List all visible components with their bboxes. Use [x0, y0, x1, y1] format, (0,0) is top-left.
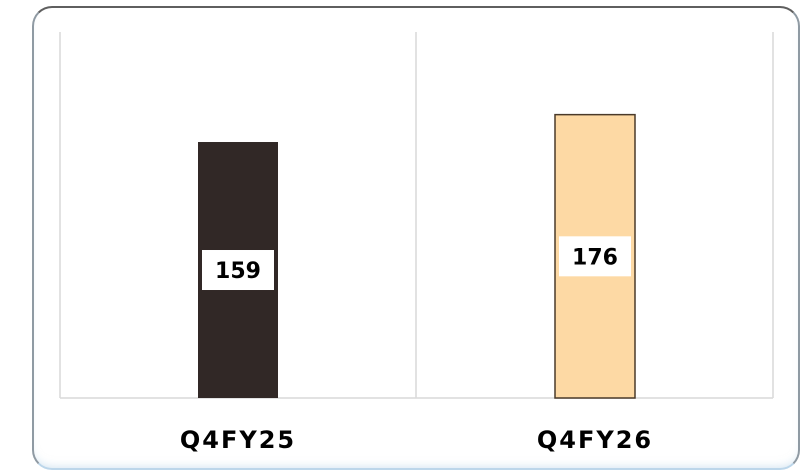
plot-area	[59, 32, 774, 399]
data-labels: 159 176	[202, 236, 631, 291]
category-label-q4fy26: Q4FY26	[537, 426, 653, 454]
data-label-q4fy25: 159	[215, 259, 261, 284]
data-label-q4fy26: 176	[572, 245, 618, 270]
category-labels: Q4FY25 Q4FY26	[180, 426, 653, 454]
data-label-box-q4fy25	[202, 250, 274, 291]
category-label-q4fy25: Q4FY25	[180, 426, 296, 454]
data-label-box-q4fy26	[559, 236, 631, 277]
